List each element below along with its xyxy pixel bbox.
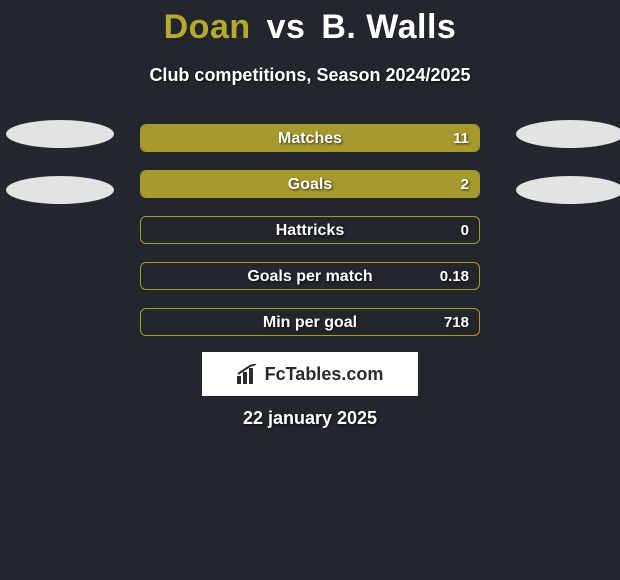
stat-row: Goals2 <box>140 170 480 198</box>
branding-logo[interactable]: FcTables.com <box>202 352 418 396</box>
logo-text: FcTables.com <box>265 364 384 385</box>
stat-value: 0.18 <box>440 263 469 290</box>
generation-date: 22 january 2025 <box>0 408 620 429</box>
stat-label: Min per goal <box>141 309 479 336</box>
player1-name: Doan <box>164 8 251 46</box>
stat-value: 718 <box>444 309 469 336</box>
stat-value: 2 <box>461 171 469 198</box>
stat-row: Goals per match0.18 <box>140 262 480 290</box>
stat-label: Hattricks <box>141 217 479 244</box>
stat-row: Hattricks0 <box>140 216 480 244</box>
stat-row: Matches11 <box>140 124 480 152</box>
stat-value: 11 <box>453 125 469 152</box>
chart-icon <box>237 364 259 384</box>
marker-ellipse <box>6 176 114 204</box>
vs-label: vs <box>267 8 306 46</box>
card-title: Doan vs B. Walls <box>0 0 620 47</box>
player2-name: B. Walls <box>321 8 456 46</box>
left-markers <box>0 120 120 204</box>
subtitle: Club competitions, Season 2024/2025 <box>0 65 620 86</box>
stat-label: Goals <box>141 171 479 198</box>
marker-ellipse <box>516 176 620 204</box>
stat-row: Min per goal718 <box>140 308 480 336</box>
stat-label: Matches <box>141 125 479 152</box>
marker-ellipse <box>516 120 620 148</box>
comparison-card: Doan vs B. Walls Club competitions, Seas… <box>0 0 620 580</box>
stat-value: 0 <box>461 217 469 244</box>
stat-label: Goals per match <box>141 263 479 290</box>
marker-ellipse <box>6 120 114 148</box>
right-markers <box>510 120 620 204</box>
stat-bars: Matches11 Goals2 Hattricks0 Goals per match… <box>140 124 480 336</box>
